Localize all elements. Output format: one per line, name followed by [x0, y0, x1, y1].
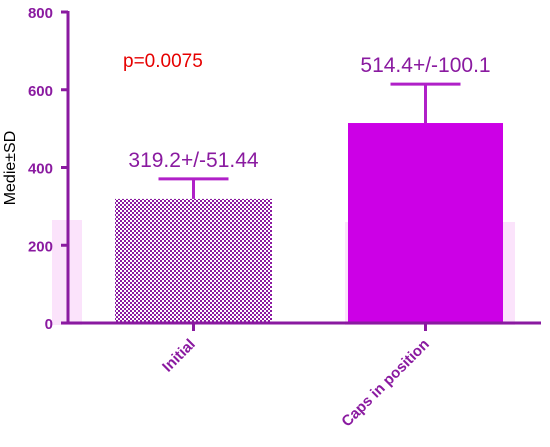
y-tick-label: 0 — [45, 316, 53, 333]
y-tick-labels: 0 200 400 600 800 — [28, 5, 53, 333]
y-tick-label: 800 — [28, 5, 53, 22]
bar — [348, 123, 503, 323]
x-category-label: Caps in position — [338, 336, 433, 431]
y-axis-label: Medie±SD — [2, 131, 19, 206]
bar — [115, 198, 272, 323]
x-category-labels: Initial Caps in position — [159, 336, 433, 431]
data-label: 319.2+/-51.44 — [128, 149, 259, 172]
y-tick-label: 200 — [28, 238, 53, 255]
error-bars — [158, 82, 461, 199]
data-labels: 319.2+/-51.44 514.4+/-100.1 — [128, 54, 490, 172]
y-tick-label: 600 — [28, 83, 53, 100]
p-value-annotation: p=0.0075 — [123, 51, 203, 72]
x-category-label: Initial — [159, 336, 199, 376]
bars — [115, 123, 503, 323]
tick-marks — [61, 10, 427, 331]
data-label: 514.4+/-100.1 — [360, 54, 490, 77]
y-tick-label: 400 — [28, 161, 53, 178]
